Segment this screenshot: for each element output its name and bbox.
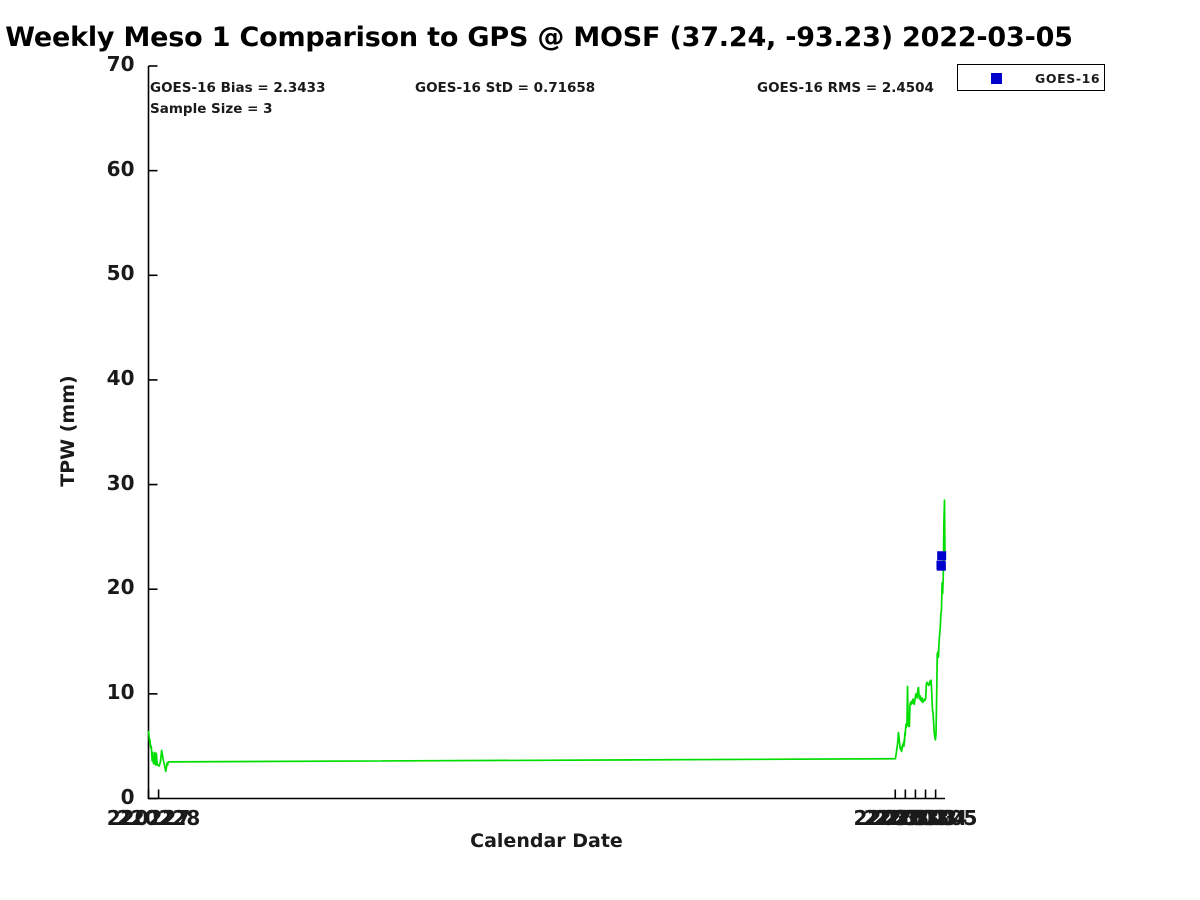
x-tick-label: 220227 bbox=[106, 805, 191, 830]
y-tick-label: 0 bbox=[120, 784, 135, 809]
x-axis-ticks bbox=[147, 789, 937, 799]
series-line-gps bbox=[147, 499, 946, 773]
y-tick-label: 30 bbox=[106, 470, 135, 495]
x-tick-label: 220304 bbox=[883, 805, 968, 830]
stat-sample-size: Sample Size = 3 bbox=[150, 101, 273, 117]
y-axis-title: TPW (mm) bbox=[57, 375, 79, 487]
y-tick-label: 20 bbox=[106, 575, 135, 600]
data-point-goes16 bbox=[936, 561, 946, 571]
data-point-goes16 bbox=[937, 551, 947, 561]
x-tick-label: 220301 bbox=[853, 805, 938, 830]
y-tick-label: 50 bbox=[106, 261, 135, 286]
legend-label-goes16: GOES-16 bbox=[1035, 71, 1101, 86]
stat-rms: GOES-16 RMS = 2.4504 bbox=[757, 80, 934, 96]
series-markers-goes16 bbox=[936, 551, 947, 571]
y-tick-label: 10 bbox=[106, 679, 135, 704]
stat-bias: GOES-16 Bias = 2.3433 bbox=[150, 80, 326, 96]
x-axis-title: Calendar Date bbox=[470, 830, 623, 852]
legend-swatch-goes16-icon bbox=[991, 73, 1002, 84]
x-tick-label: 220228 bbox=[116, 805, 201, 830]
x-tick-label: 220302 bbox=[863, 805, 948, 830]
y-tick-label: 70 bbox=[106, 52, 135, 76]
stat-std: GOES-16 StD = 0.71658 bbox=[415, 80, 596, 96]
y-axis-ticks bbox=[148, 65, 158, 800]
y-tick-label: 40 bbox=[106, 365, 135, 390]
x-tick-label: 220305 bbox=[893, 805, 978, 830]
legend: GOES-16 bbox=[957, 64, 1105, 91]
axis-lines bbox=[147, 66, 945, 800]
page-title: Weekly Meso 1 Comparison to GPS @ MOSF (… bbox=[5, 22, 1073, 53]
y-tick-label: 60 bbox=[106, 156, 135, 181]
x-tick-label: 220303 bbox=[873, 805, 958, 830]
